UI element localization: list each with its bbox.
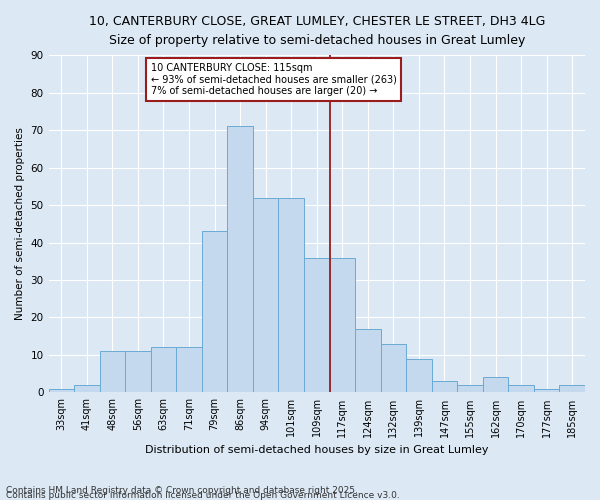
Bar (534, 388, 559, 392)
Bar (278, 198, 304, 392)
Y-axis label: Number of semi-detached properties: Number of semi-detached properties (15, 128, 25, 320)
Bar (483, 378, 508, 392)
Bar (202, 232, 227, 392)
Bar (49, 388, 74, 392)
Bar (125, 351, 151, 393)
Bar (304, 258, 329, 392)
Bar (559, 385, 585, 392)
X-axis label: Distribution of semi-detached houses by size in Great Lumley: Distribution of semi-detached houses by … (145, 445, 488, 455)
Bar (432, 381, 457, 392)
Bar (508, 385, 534, 392)
Bar (355, 328, 380, 392)
Bar (176, 348, 202, 393)
Bar (253, 198, 278, 392)
Bar (406, 358, 432, 392)
Text: 10 CANTERBURY CLOSE: 115sqm
← 93% of semi-detached houses are smaller (263)
7% o: 10 CANTERBURY CLOSE: 115sqm ← 93% of sem… (151, 62, 397, 96)
Bar (74, 385, 100, 392)
Text: Contains public sector information licensed under the Open Government Licence v3: Contains public sector information licen… (6, 491, 400, 500)
Bar (329, 258, 355, 392)
Bar (380, 344, 406, 392)
Bar (100, 351, 125, 393)
Bar (457, 385, 483, 392)
Bar (227, 126, 253, 392)
Title: 10, CANTERBURY CLOSE, GREAT LUMLEY, CHESTER LE STREET, DH3 4LG
Size of property : 10, CANTERBURY CLOSE, GREAT LUMLEY, CHES… (89, 15, 545, 47)
Text: Contains HM Land Registry data © Crown copyright and database right 2025.: Contains HM Land Registry data © Crown c… (6, 486, 358, 495)
Bar (151, 348, 176, 393)
